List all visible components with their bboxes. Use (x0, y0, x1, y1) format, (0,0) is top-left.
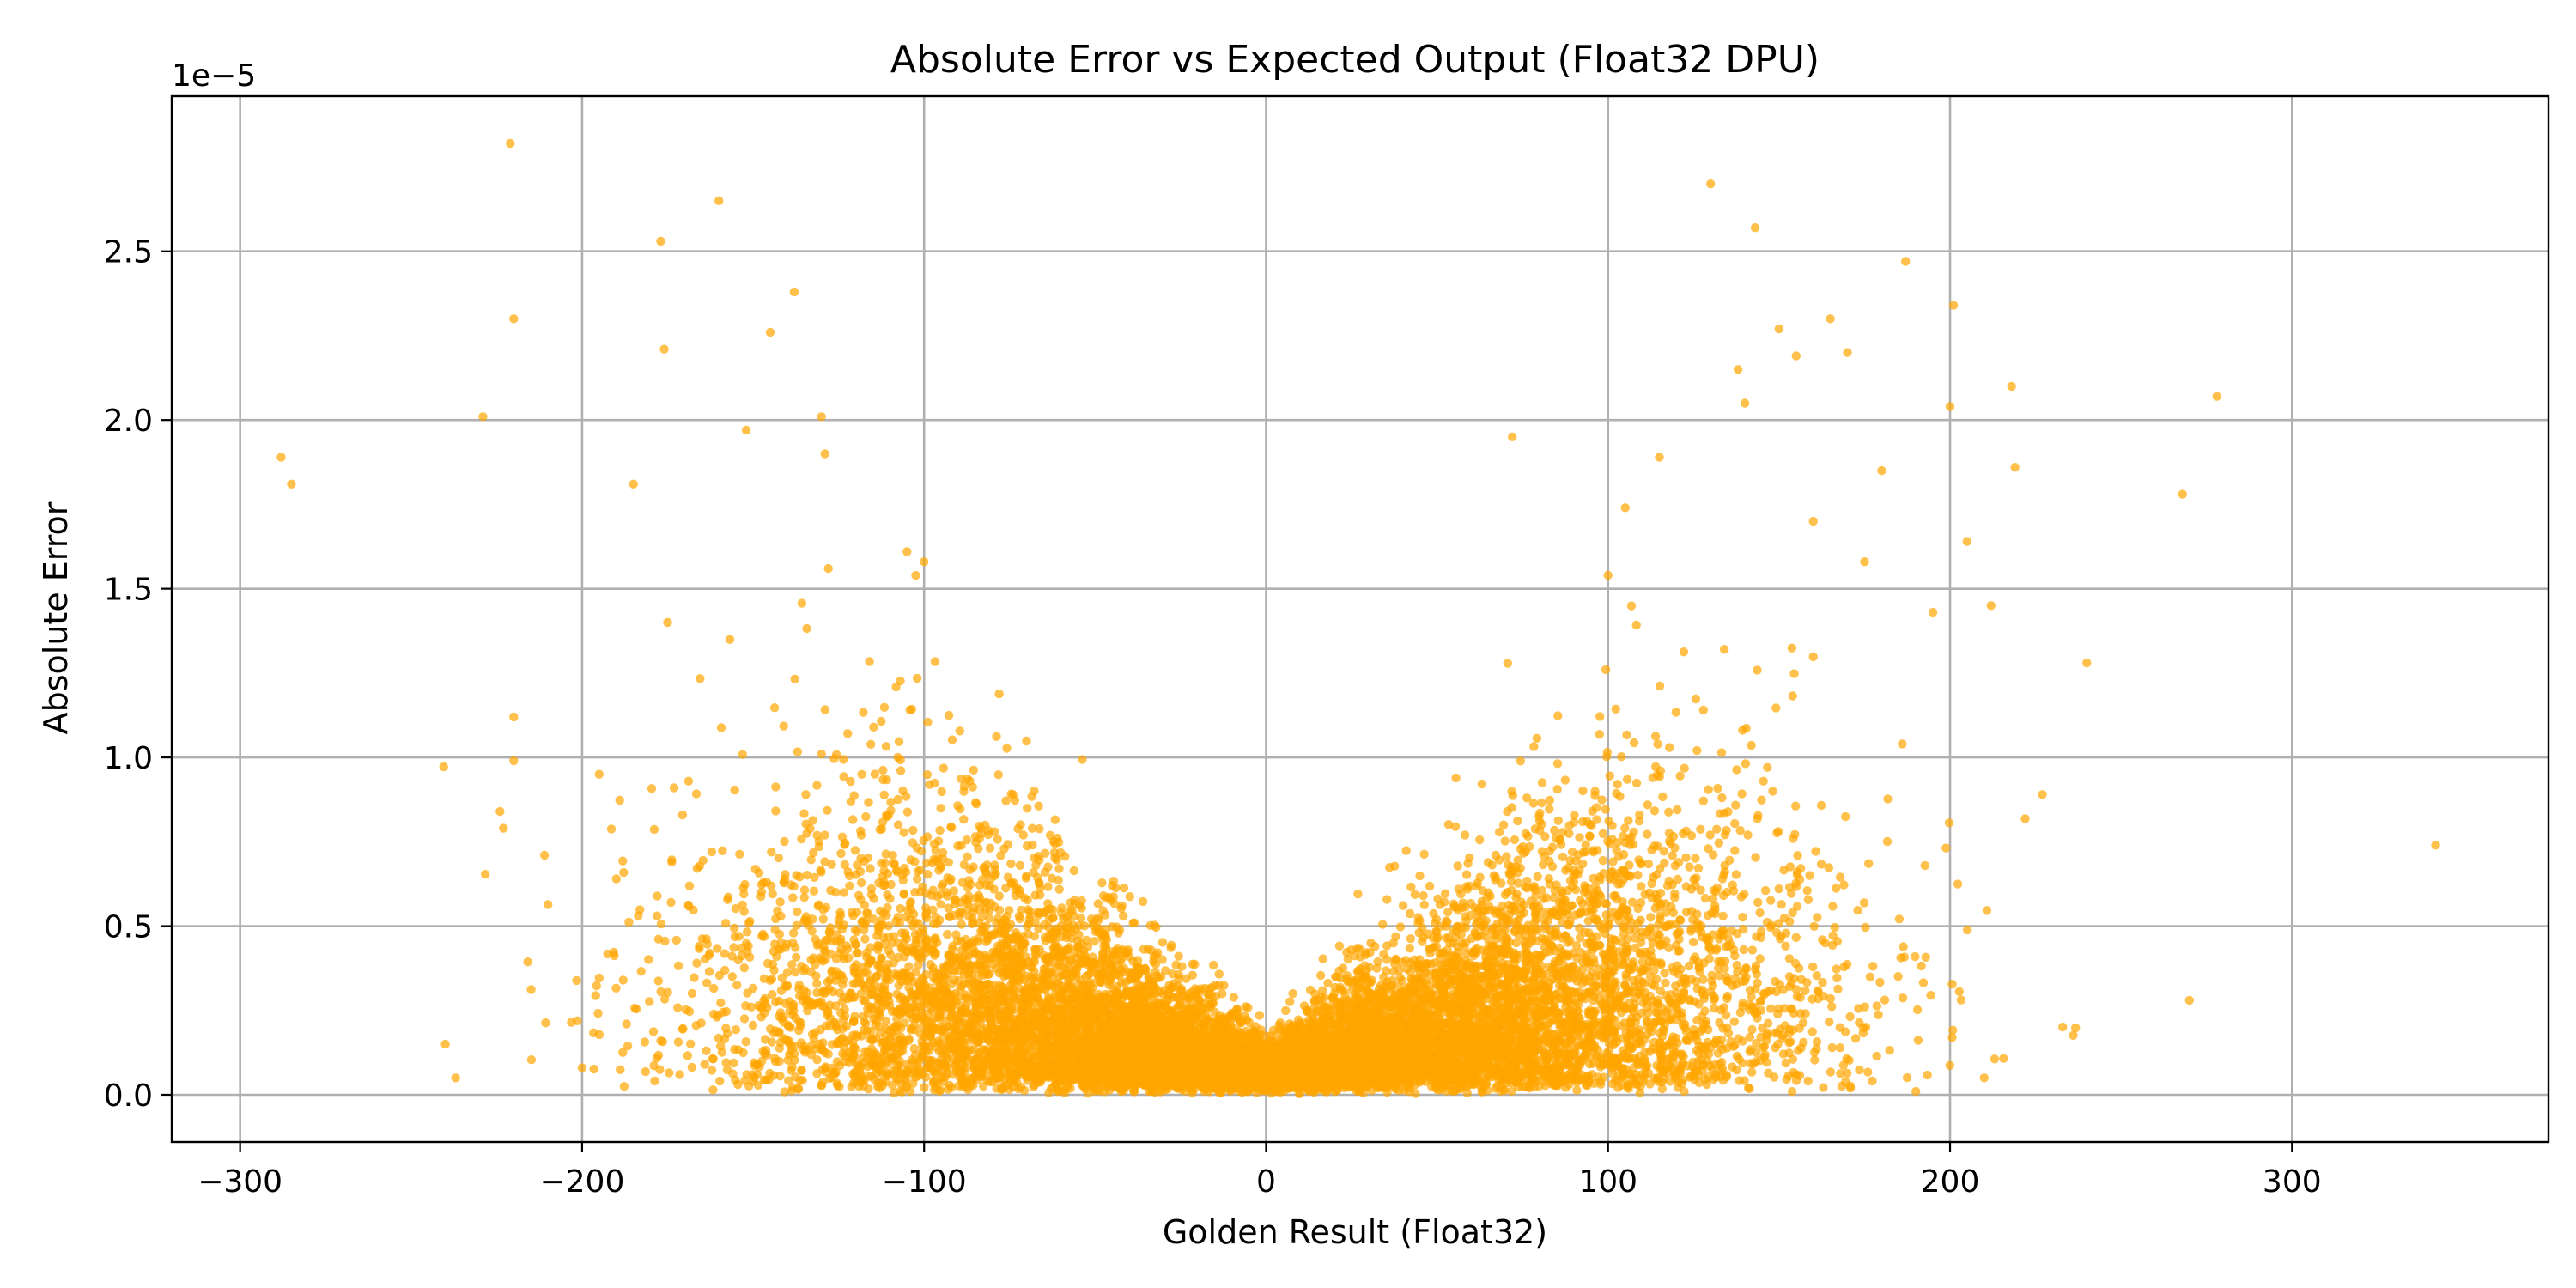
data-point (695, 944, 704, 953)
data-point (673, 1037, 683, 1047)
data-point (908, 825, 918, 835)
data-point (929, 919, 939, 929)
data-point (957, 920, 967, 929)
data-point (770, 1054, 780, 1063)
data-point (713, 944, 722, 953)
data-point (923, 717, 933, 727)
data-point (1054, 864, 1064, 873)
data-point (715, 1076, 725, 1086)
data-point (592, 981, 601, 991)
data-point (1255, 1011, 1265, 1020)
data-point (1691, 854, 1700, 863)
data-point (922, 770, 933, 780)
data-point (1097, 878, 1107, 888)
data-point (818, 914, 828, 924)
data-point (1440, 889, 1450, 898)
data-point (945, 912, 954, 921)
data-point (739, 1014, 750, 1024)
data-point (1532, 733, 1542, 743)
data-point (1537, 778, 1547, 787)
data-point (793, 747, 803, 756)
data-point (801, 790, 811, 799)
data-point (1406, 934, 1416, 944)
data-point (850, 846, 860, 855)
data-points (276, 138, 2440, 1098)
data-point (1334, 941, 1345, 951)
data-point (1281, 1005, 1291, 1016)
data-point (857, 769, 866, 779)
data-point (1157, 938, 1168, 947)
data-point (589, 1064, 598, 1074)
data-point (923, 870, 933, 879)
data-point (1214, 969, 1224, 979)
data-point (702, 978, 712, 988)
data-point (648, 1027, 659, 1036)
data-point (782, 968, 793, 977)
data-point (921, 913, 932, 923)
data-point (641, 1066, 650, 1077)
data-point (636, 967, 646, 976)
data-point (866, 864, 875, 873)
data-point (1027, 823, 1037, 833)
data-point (591, 991, 600, 1000)
data-point (827, 860, 836, 869)
data-point (1398, 901, 1408, 910)
data-point (788, 928, 799, 938)
data-point (777, 973, 787, 983)
data-point (673, 1003, 683, 1012)
data-point (947, 735, 957, 744)
data-point (1826, 1067, 1836, 1077)
data-point (884, 921, 894, 931)
data-point (653, 911, 662, 920)
data-point (1717, 793, 1727, 803)
data-point (1945, 1060, 1954, 1071)
data-point (1372, 963, 1382, 973)
data-point (959, 860, 969, 870)
data-point (1373, 957, 1382, 967)
data-point (949, 886, 959, 896)
data-point (1523, 831, 1533, 841)
grid-layer (172, 96, 2549, 1142)
data-point (879, 790, 889, 799)
data-point (881, 1016, 891, 1026)
data-point (1315, 970, 1326, 981)
data-point (619, 867, 629, 878)
data-point (1513, 816, 1522, 826)
data-point (1405, 944, 1415, 953)
data-point (1323, 978, 1333, 988)
data-point (702, 1046, 711, 1056)
data-point (1875, 977, 1885, 987)
data-point (962, 835, 972, 845)
data-point (1572, 1085, 1582, 1095)
data-point (1395, 922, 1406, 932)
data-point (812, 1055, 822, 1065)
data-point (992, 732, 1001, 741)
data-point (740, 879, 750, 890)
data-point (1460, 830, 1470, 840)
data-point (776, 911, 786, 921)
data-point (963, 774, 972, 784)
data-point (2058, 1022, 2068, 1032)
data-point (843, 729, 853, 738)
data-point (731, 1025, 741, 1035)
data-point (812, 979, 822, 988)
data-point (861, 811, 871, 822)
data-point (1665, 743, 1674, 752)
data-point (1643, 800, 1653, 810)
data-point (741, 1037, 750, 1047)
data-point (1171, 960, 1181, 969)
data-point (768, 889, 777, 899)
data-point (1833, 984, 1843, 994)
data-point (1760, 885, 1771, 896)
data-point (707, 847, 717, 857)
data-point (709, 983, 719, 993)
